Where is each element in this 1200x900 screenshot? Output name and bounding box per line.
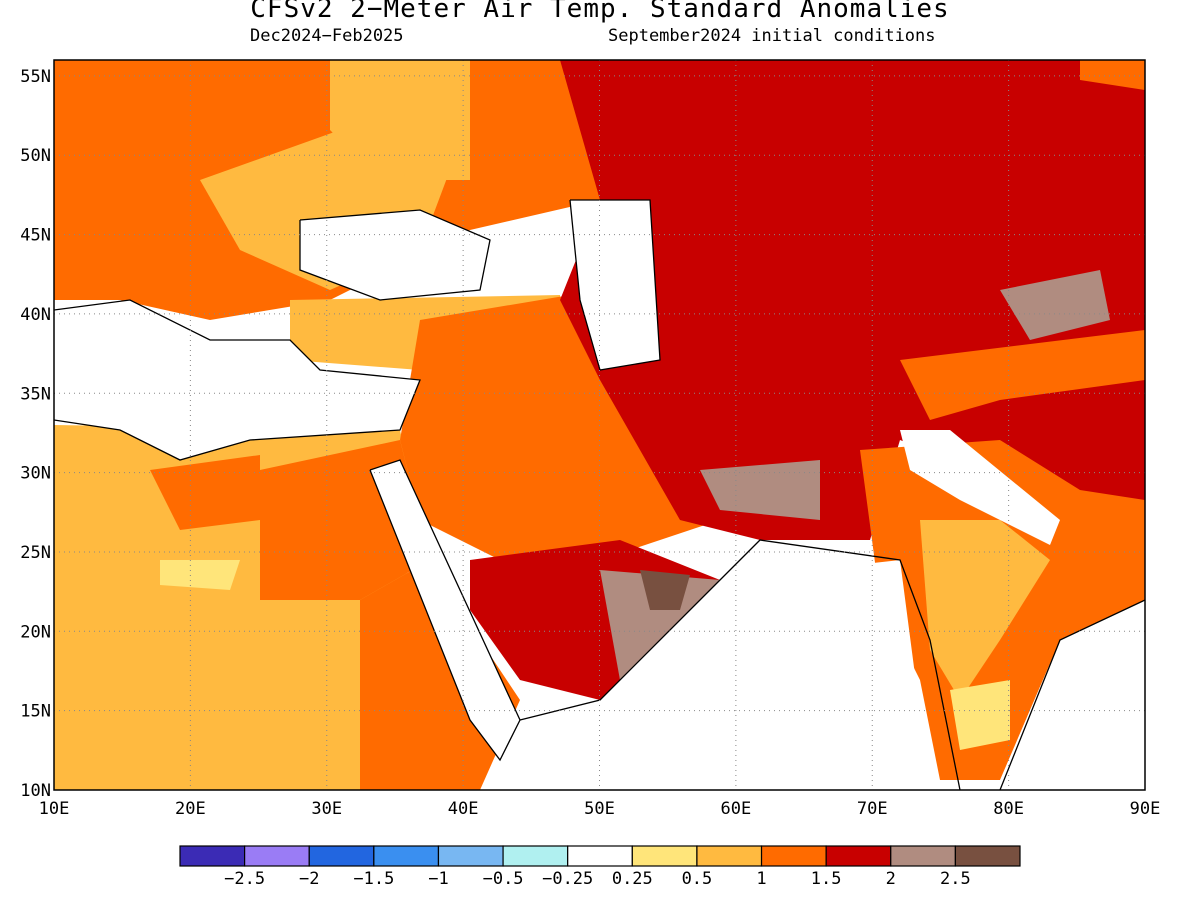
legend-label: 1 [756,869,766,889]
legend-swatch [954,845,1021,867]
sea-mediterranean [54,300,420,460]
initial-conditions: September2024 initial conditions [608,26,936,46]
lat-tick-label: 50N [20,146,51,166]
legend-label: 2 [886,869,896,889]
lat-tick-label: 55N [20,67,51,87]
region-ukraine [330,60,470,180]
sea-arabian [480,560,930,790]
legend-label: −2.5 [224,869,265,889]
lat-tick-label: 10N [20,781,51,801]
lat-tick-label: 40N [20,305,51,325]
region-india-light [920,520,1050,700]
lon-tick-label: 50E [584,799,615,819]
chart-title: CFSv2 2−Meter Air Temp. Standard Anomali… [250,0,950,24]
legend-swatch [890,845,956,867]
legend-swatch [696,845,763,867]
region-iran-brown [700,460,820,520]
sea-red [370,460,520,760]
lat-tick-label: 20N [20,622,51,642]
legend-swatch [825,845,892,867]
lat-tick-label: 15N [20,702,51,722]
lon-tick-label: 80E [993,799,1024,819]
region-libya-orange [150,455,260,530]
lon-tick-label: 70E [857,799,888,819]
lon-axis: 10E 20E 30E 40E 50E 60E 70E 80E 90E [39,799,1161,819]
region-tibet-brown [1000,270,1110,340]
legend-label: 0.25 [612,869,653,889]
color-legend: −2.5 −2 −1.5 −1 −0.5 −0.25 0.25 0.5 1 1.5 2 2.5 [179,845,1021,889]
sea-caspian [570,200,660,370]
legend-label: 1.5 [811,869,842,889]
plot-frame [53,59,1146,791]
lat-tick-label: 30N [20,464,51,484]
legend-label: 2.5 [940,869,971,889]
lon-tick-label: 40E [448,799,479,819]
legend-swatch [373,845,440,867]
grid [54,60,1145,790]
sea-bengal [1000,600,1145,790]
region-india-white [900,430,1060,545]
region-chad-light [160,560,240,590]
legend-swatch [308,845,375,867]
legend-swatch [244,845,310,867]
region-tibet-orange [900,330,1145,420]
lat-tick-label: 35N [20,384,51,404]
lat-tick-label: 45N [20,226,51,246]
legend-label: −0.5 [483,869,524,889]
lon-tick-label: 90E [1130,799,1161,819]
legend-swatch [567,845,633,867]
lon-tick-label: 10E [39,799,70,819]
legend-label: −1 [428,869,448,889]
legend-label: 0.5 [682,869,713,889]
lat-tick-label: 25N [20,543,51,563]
legend-swatch [502,845,569,867]
legend-label: −1.5 [353,869,394,889]
sea-black [300,210,490,300]
legend-swatch [437,845,504,867]
legend-swatch [631,845,698,867]
region-himalaya-red [1000,440,1145,500]
lat-axis: 55N 50N 45N 40N 35N 30N 25N 20N 15N 10N [20,67,51,801]
region-india-yellow [950,680,1010,750]
legend-label: −2 [299,869,319,889]
region-central-asia [560,60,1145,540]
coastlines [54,199,1145,790]
legend-swatch [179,845,246,867]
lon-tick-label: 30E [311,799,342,819]
lon-tick-label: 60E [721,799,752,819]
region-kazakh-orange [1080,60,1145,90]
legend-label: −0.25 [542,869,593,889]
legend-swatch [760,845,827,867]
lon-tick-label: 20E [175,799,206,819]
forecast-period: Dec2024−Feb2025 [250,26,404,46]
region-oman-dark [640,570,690,610]
